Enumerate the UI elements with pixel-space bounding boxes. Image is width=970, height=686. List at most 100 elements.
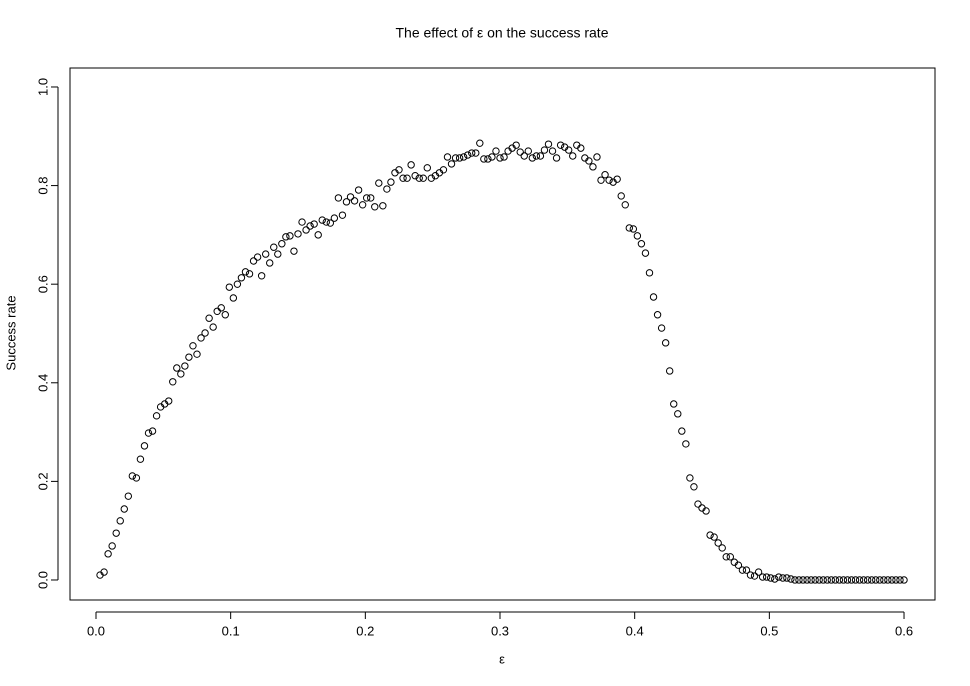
point (286, 232, 294, 240)
point (181, 362, 189, 370)
point (605, 176, 613, 184)
point (439, 166, 448, 174)
y-tick-label: 0.0 (35, 571, 50, 589)
point (843, 576, 852, 584)
point (641, 249, 650, 257)
point (213, 307, 221, 315)
point (229, 294, 238, 302)
point (326, 219, 335, 227)
point (140, 442, 149, 450)
point (540, 146, 549, 154)
point (702, 507, 710, 515)
point (112, 529, 120, 537)
point (132, 474, 141, 482)
point (674, 410, 682, 418)
point (261, 250, 270, 258)
point (274, 250, 282, 258)
point (556, 141, 565, 149)
point (334, 194, 343, 202)
point (564, 146, 573, 154)
point (831, 576, 840, 584)
point (851, 576, 860, 584)
point (205, 314, 213, 322)
point (823, 576, 831, 584)
point (544, 140, 553, 148)
point (742, 566, 751, 574)
point (423, 164, 431, 172)
point (532, 152, 541, 160)
point (863, 576, 872, 584)
point (375, 179, 383, 187)
point (124, 492, 133, 500)
point (290, 247, 298, 255)
point (209, 323, 217, 331)
point (225, 283, 234, 291)
point (233, 280, 242, 288)
point (847, 576, 856, 584)
point (302, 226, 310, 234)
point (762, 573, 771, 581)
y-tick-label: 0.6 (35, 275, 50, 293)
y-tick-label: 0.2 (35, 472, 50, 490)
point (383, 185, 391, 193)
x-tick-label: 0.3 (491, 623, 509, 638)
point (775, 573, 783, 581)
point (387, 178, 395, 186)
point (257, 272, 266, 280)
point (278, 240, 286, 248)
point (245, 270, 254, 278)
point (443, 153, 452, 161)
point (488, 153, 496, 161)
point (653, 311, 662, 319)
point (169, 378, 177, 386)
point (379, 202, 387, 210)
point (714, 539, 722, 547)
point (427, 174, 436, 182)
point (803, 576, 811, 584)
point (411, 172, 419, 180)
point (657, 324, 666, 332)
point (237, 274, 246, 282)
point (350, 197, 359, 205)
point (670, 400, 678, 408)
point (177, 370, 185, 378)
point (201, 329, 209, 337)
point (241, 268, 250, 276)
point (597, 176, 605, 184)
point (621, 201, 629, 209)
point (548, 147, 557, 155)
point (524, 147, 532, 155)
point (779, 574, 787, 582)
point (876, 576, 884, 584)
point (682, 440, 690, 448)
point (476, 139, 484, 147)
point (629, 225, 638, 233)
point (136, 455, 145, 463)
point (884, 576, 892, 584)
point (645, 269, 654, 277)
point (152, 412, 161, 420)
point (148, 427, 157, 435)
x-axis-label: ε (499, 651, 505, 666)
point (880, 576, 888, 584)
point (589, 163, 597, 171)
point (342, 198, 351, 206)
point (108, 542, 116, 550)
point (282, 233, 290, 241)
point (835, 576, 844, 584)
point (665, 367, 674, 375)
point (100, 568, 108, 576)
point (855, 576, 864, 584)
y-tick-label: 1.0 (35, 78, 50, 96)
point (678, 427, 686, 435)
point (266, 259, 274, 267)
point (338, 211, 347, 219)
point (395, 166, 403, 174)
x-tick-label: 0.0 (87, 623, 105, 638)
point (625, 224, 633, 232)
point (637, 240, 646, 248)
point (451, 154, 460, 162)
point (815, 576, 823, 584)
x-tick-label: 0.1 (222, 623, 240, 638)
point (144, 429, 153, 437)
